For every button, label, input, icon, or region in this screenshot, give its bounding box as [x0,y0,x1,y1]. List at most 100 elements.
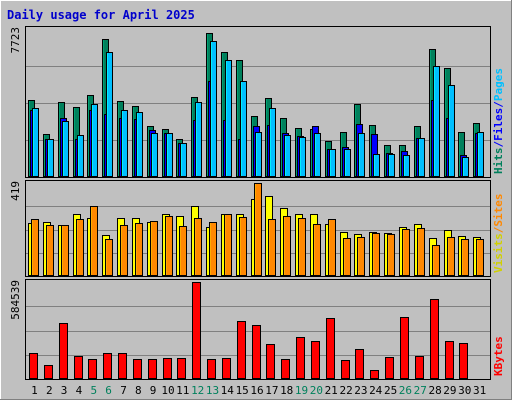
bar-sites-day-18 [283,216,291,276]
bar-kbytes-day-21 [326,318,335,379]
legend-label-0: Hits [492,148,505,175]
bar-sites-day-9 [150,221,158,276]
panel-hits-ymax-label: 7723 [9,27,22,54]
bar-kbytes-day-7 [118,353,127,379]
bar-sites-day-8 [135,223,143,276]
x-tick-label-day-12: 12 [191,384,204,397]
bar-kbytes-day-23 [355,349,364,379]
x-tick-label-day-19: 19 [295,384,308,397]
bar-kbytes-day-19 [296,337,305,379]
bar-pages-day-13 [210,41,217,177]
legend-label-2: Files [492,108,505,141]
bar-pages-day-17 [269,108,276,177]
bar-kbytes-day-27 [415,356,424,379]
bar-sites-day-4 [76,219,84,276]
bar-kbytes-day-11 [177,358,186,379]
x-tick-label-day-22: 22 [339,384,352,397]
panel-visits-ymax-label: 419 [9,181,22,201]
legend-label-1: / [492,226,505,233]
bar-pages-day-15 [240,81,247,177]
bar-pages-day-10 [166,133,173,177]
x-tick-label-day-7: 7 [120,384,127,397]
bar-pages-day-28 [433,66,440,177]
bar-pages-day-29 [448,85,455,177]
bar-pages-day-4 [77,135,84,177]
bar-sites-day-12 [194,218,202,276]
x-tick-label-day-27: 27 [414,384,427,397]
bar-kbytes-day-16 [252,325,261,379]
legend-label-0: Visits [492,233,505,273]
bar-kbytes-day-8 [133,359,142,379]
bar-sites-day-6 [105,239,113,276]
bar-pages-day-8 [136,112,143,177]
bar-sites-day-28 [432,245,440,276]
bar-sites-day-27 [417,228,425,276]
x-tick-label-day-11: 11 [176,384,189,397]
x-tick-label-day-6: 6 [105,384,112,397]
bar-pages-day-22 [344,149,351,177]
bar-sites-day-21 [328,219,336,276]
bar-kbytes-day-3 [59,323,68,379]
bar-kbytes-day-15 [237,321,246,379]
panel-visits-sites: 419 Visits/Sites [9,180,505,277]
bar-kbytes-day-29 [445,341,454,379]
bar-kbytes-day-20 [311,341,320,379]
panel-kbytes: 584539 KBytes [9,279,505,380]
bar-kbytes-day-24 [370,370,379,379]
bar-pages-day-21 [329,149,336,177]
x-tick-label-day-29: 29 [443,384,456,397]
bar-pages-day-5 [91,104,98,177]
x-tick-label-day-30: 30 [458,384,471,397]
x-axis-day-labels: 1 2 3 4 5 6 7 8 9 10 11 12 13 14 15 16 17 18 19 20 21 22 23 24 2… [31,384,486,397]
bar-sites-day-7 [120,225,128,276]
x-tick-label-day-4: 4 [76,384,83,397]
x-tick-label-day-8: 8 [135,384,142,397]
bar-sites-day-3 [61,225,69,276]
legend-label-3: / [492,101,505,108]
x-tick-label-day-2: 2 [46,384,53,397]
x-tick-label-day-24: 24 [369,384,383,397]
bar-pages-day-7 [121,110,128,177]
x-tick-label-day-25: 25 [384,384,397,397]
bar-sites-day-26 [402,229,410,276]
bar-kbytes-day-25 [385,357,394,379]
bar-kbytes-day-9 [148,359,157,379]
legend-label-0: KBytes [492,336,505,376]
legend-hits-files-pages: Hits/Files/Pages [492,68,505,174]
bar-kbytes-day-14 [222,358,231,379]
bar-sites-day-15 [239,217,247,276]
legend-visits-sites: Visits/Sites [492,194,505,274]
bar-sites-day-25 [387,234,395,276]
bar-sites-day-1 [31,219,39,276]
bar-kbytes-day-5 [88,359,97,379]
bar-sites-day-5 [90,206,98,276]
legend-label-4: Pages [492,68,505,101]
bar-kbytes-day-10 [163,358,172,379]
bar-pages-day-16 [255,132,262,177]
bar-sites-day-2 [46,225,54,276]
x-tick-label-day-26: 26 [399,384,412,397]
panel-kbytes-ymax-label: 584539 [9,280,22,320]
bar-kbytes-day-12 [192,282,201,379]
panel-hits-files-pages: 7723 Hits/Files/Pages [9,26,505,178]
bar-kbytes-day-22 [341,360,350,379]
legend-kbytes: KBytes [492,336,505,376]
x-tick-label-day-17: 17 [265,384,278,397]
bar-sites-day-17 [268,219,276,276]
bar-kbytes-day-17 [266,344,275,379]
bar-pages-day-26 [403,155,410,177]
x-tick-label-day-31: 31 [473,384,486,397]
bar-pages-day-31 [477,132,484,177]
bar-pages-day-9 [151,133,158,177]
bar-pages-day-6 [106,52,113,177]
bar-kbytes-day-13 [207,359,216,379]
bar-sites-day-23 [357,237,365,276]
bar-pages-day-2 [47,139,54,177]
bar-kbytes-day-26 [400,317,409,379]
legend-label-1: / [492,141,505,148]
bar-pages-day-1 [32,108,39,177]
x-tick-label-day-21: 21 [325,384,338,397]
x-tick-label-day-23: 23 [354,384,367,397]
bar-sites-day-30 [461,239,469,276]
